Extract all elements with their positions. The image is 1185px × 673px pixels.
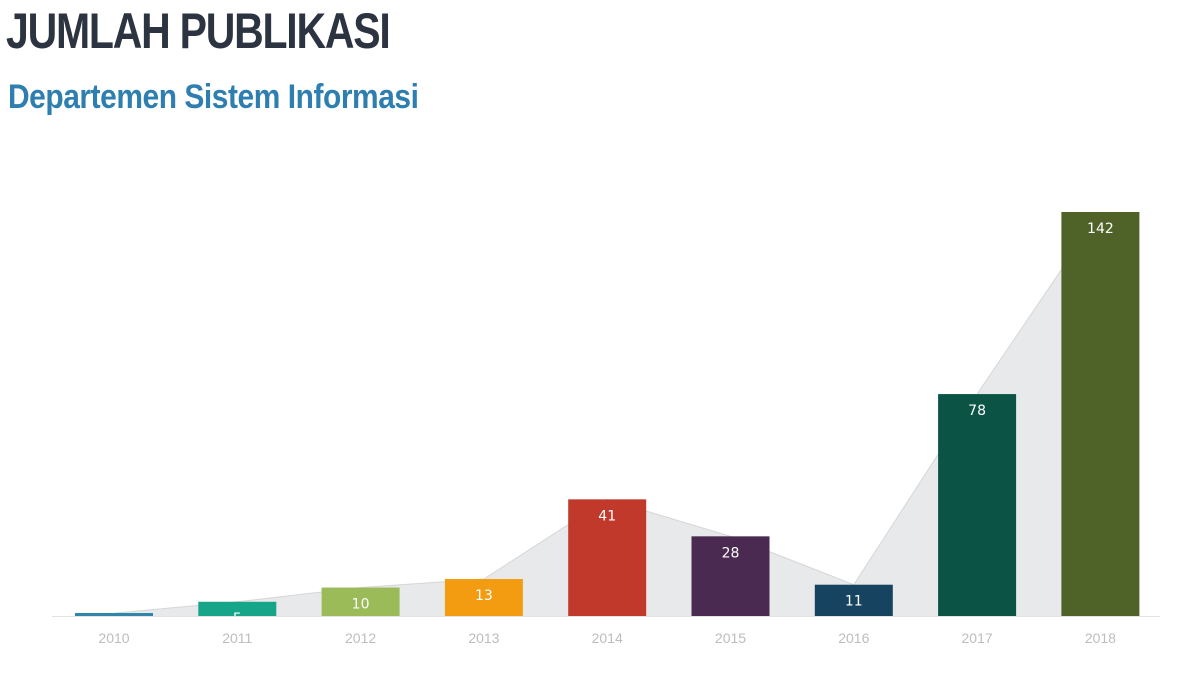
data-label-2016: 11: [845, 594, 863, 610]
bar-2018: [1061, 212, 1140, 616]
data-label-2015: 28: [722, 545, 740, 561]
chart-title: JUMLAH PUBLIKASI: [6, 3, 391, 59]
data-label-2011: 5: [233, 611, 242, 627]
x-tick-label-2012: 2012: [345, 630, 376, 646]
bar-2011: [198, 601, 277, 616]
x-tick-label-2010: 2010: [98, 630, 129, 646]
x-tick-label-2018: 2018: [1085, 630, 1116, 646]
bar-2015: [691, 536, 770, 616]
x-tick-label-2014: 2014: [592, 630, 623, 646]
bar-2013: [444, 579, 523, 616]
x-tick-label-2015: 2015: [715, 630, 746, 646]
bar-2012: [321, 587, 400, 616]
bar-2014: [568, 499, 647, 616]
bar-2017: [938, 394, 1017, 616]
x-tick-label-2013: 2013: [468, 630, 499, 646]
x-tick-label-2017: 2017: [962, 630, 993, 646]
bar-2016: [814, 584, 893, 616]
data-label-2017: 78: [968, 403, 986, 419]
data-label-2012: 10: [352, 597, 370, 613]
chart-subtitle: Departemen Sistem Informasi: [8, 78, 419, 116]
x-tick-label-2016: 2016: [838, 630, 869, 646]
data-label-2014: 41: [598, 508, 616, 524]
data-label-2018: 142: [1087, 221, 1114, 237]
bar-2010: [75, 613, 153, 616]
data-label-2013: 13: [475, 588, 493, 604]
x-tick-label-2011: 2011: [222, 630, 252, 646]
